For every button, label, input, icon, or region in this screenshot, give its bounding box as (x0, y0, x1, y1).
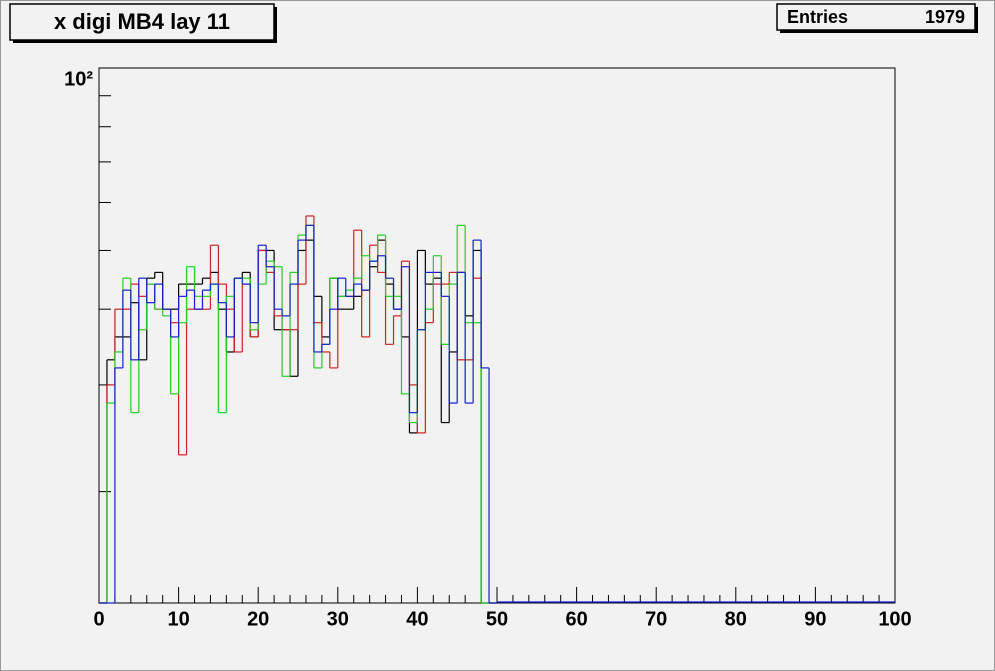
x-tick-label: 90 (804, 608, 826, 630)
stats-box (776, 3, 976, 31)
x-tick-label: 20 (247, 608, 269, 630)
title-box (9, 3, 275, 41)
stats-value: 1979 (925, 7, 965, 27)
x-tick-label: 0 (93, 608, 104, 630)
y-tick-label: 10² (64, 68, 93, 90)
x-tick-label: 80 (725, 608, 747, 630)
x-tick-label: 10 (167, 608, 189, 630)
x-tick-label: 60 (565, 608, 587, 630)
chart-title: x digi MB4 lay 11 (54, 9, 230, 34)
stats-label: Entries (787, 7, 848, 27)
x-tick-label: 30 (327, 608, 349, 630)
x-tick-label: 50 (486, 608, 508, 630)
x-tick-label: 40 (406, 608, 428, 630)
x-tick-label: 70 (645, 608, 667, 630)
x-tick-label: 100 (878, 608, 911, 630)
plot-frame (98, 67, 896, 604)
